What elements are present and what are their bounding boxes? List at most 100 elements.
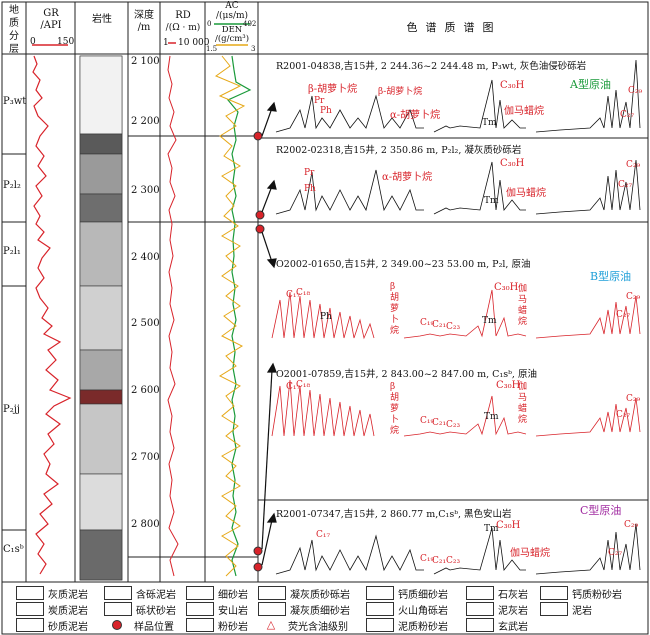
- legend-item: 石灰岩: [466, 585, 528, 601]
- legend-swatch: [186, 602, 214, 616]
- ac-header: AC/(μs/m): [215, 1, 249, 21]
- peak-ph-3: Ph: [320, 312, 332, 322]
- sample-dot-icon: [104, 619, 130, 631]
- rd-max: 10 000: [178, 38, 210, 48]
- legend-swatch: [258, 586, 286, 600]
- peak-c30h-4: C₃₀H: [496, 380, 521, 391]
- sample-title-5: R2001-07347,吉15井, 2 860.77 m,C₁sᵇ, 黑色安山岩: [276, 509, 512, 520]
- den-header: DEN/(g/cm³): [214, 25, 250, 44]
- legend-item: 凝灰质砂砾岩: [258, 585, 350, 601]
- gr-curve: [32, 55, 72, 575]
- legend-item: 安山岩: [186, 601, 248, 617]
- peak-c17-4: C₁₇: [286, 382, 301, 392]
- sample-title-2: R2002-02318,吉15井, 2 350.86 m, P₂l₂, 凝灰质砂…: [276, 145, 522, 156]
- legend-swatch: [186, 586, 214, 600]
- peak-beta-v-3: β胡萝卜烷: [390, 282, 400, 336]
- peak-c29-2: C₂₉: [626, 160, 641, 170]
- peak-c23-3: C₂₃: [446, 322, 461, 332]
- strat-label-3: P₂l₁: [3, 246, 21, 257]
- legend-swatch: [366, 618, 394, 632]
- peak-gam: 伽马蜡烷: [504, 106, 544, 117]
- legend-item: 火山角砾岩: [366, 601, 448, 617]
- legend-swatch: [466, 618, 494, 632]
- gr-header: GR/API: [40, 8, 62, 31]
- strat-label-2: P₂l₂: [3, 180, 21, 191]
- sample-title-3: O2002-01650,吉15井, 2 349.00~23 53.00 m, P…: [276, 259, 531, 270]
- rd-min: 1: [163, 38, 169, 48]
- peak-gam-2: 伽马蜡烷: [506, 188, 546, 199]
- type-label-a: A型原油: [570, 78, 611, 91]
- legend-item: 玄武岩: [466, 617, 528, 633]
- spectra: [271, 59, 641, 575]
- legend-item: 钙质粉砂岩: [540, 585, 622, 601]
- peak-pr-2: Pr: [304, 168, 315, 178]
- depth-tick: 2 300: [131, 185, 160, 196]
- ac-den-scales: [214, 23, 250, 46]
- legend-swatch: [258, 602, 286, 616]
- gr-max: 150: [57, 37, 75, 47]
- peak-c19-4: C₁₉: [420, 416, 435, 426]
- gr-min: 0: [30, 37, 36, 47]
- legend-swatch: [366, 586, 394, 600]
- peak-tm-5: Tm: [484, 524, 499, 534]
- legend-item: 钙质细砂岩: [366, 585, 448, 601]
- depth-tick: 2 700: [131, 452, 160, 463]
- peak-c27-2: C₂₇: [618, 180, 633, 190]
- legend-item: 砂质泥岩: [16, 617, 88, 633]
- strat-label-5: C₁sᵇ: [3, 544, 24, 555]
- peak-c27: C₂₇: [620, 110, 635, 120]
- depth-tick: 2 200: [131, 116, 160, 127]
- strat-label-1: P₃wt: [3, 96, 27, 107]
- peak-ph: Ph: [320, 106, 332, 116]
- peak-c17-5: C₁₇: [316, 530, 331, 540]
- legend-swatch: [104, 602, 132, 616]
- peak-alpha: α-胡萝卜烷: [390, 110, 441, 121]
- legend-item: 细砂岩: [186, 585, 248, 601]
- peak-c19-3: C₁₉: [420, 318, 435, 328]
- legend-swatch: [540, 586, 568, 600]
- type-label-b: B型原油: [590, 270, 632, 283]
- peak-c21-3: C₂₁: [432, 320, 447, 330]
- peak-c29: C₂₉: [628, 86, 643, 96]
- strat-label-4: P₂jj: [3, 404, 20, 415]
- legend-swatch: [466, 602, 494, 616]
- legend-swatch: [16, 586, 44, 600]
- legend-item: 泥质粉砂岩: [366, 617, 448, 633]
- legend-swatch: [104, 586, 132, 600]
- log-curves: [32, 55, 277, 581]
- peak-c27-3: C₂₇: [616, 310, 631, 320]
- den-min: 1.5: [206, 45, 218, 53]
- depth-tick: 2 100: [131, 56, 160, 67]
- lith-header: 岩性: [92, 14, 112, 25]
- peak-c23-4: C₂₃: [446, 420, 461, 430]
- legend-swatch: [540, 602, 568, 616]
- peak-alpha-2: α-胡萝卜烷: [382, 172, 433, 183]
- ac-max: 492: [243, 20, 257, 28]
- peak-beta-b: β-胡萝卜烷: [378, 87, 423, 97]
- peak-c29-5: C₂₉: [624, 520, 639, 530]
- legend-swatch: [16, 618, 44, 632]
- strat-header: 地质分层: [9, 5, 19, 55]
- peak-gam-v-4: 伽马蜡烷: [518, 382, 528, 425]
- peak-c23-5: C₂₃: [446, 556, 461, 566]
- rd-curve: [167, 55, 179, 577]
- peak-beta-v-4: β胡萝卜烷: [390, 382, 400, 436]
- spectrum-header: 色谱质谱图: [406, 21, 502, 34]
- legend-item: 凝灰质细砂岩: [258, 601, 350, 617]
- peak-c30h-2: C₃₀H: [500, 158, 525, 169]
- peak-c21-4: C₂₁: [432, 418, 447, 428]
- sample-title-1: R2001-04838,吉15井, 2 244.36~2 244.48 m, P…: [276, 61, 587, 72]
- peak-c18-3: C₁₈: [296, 288, 311, 298]
- peak-gam-v-3: 伽马蜡烷: [518, 284, 528, 327]
- legend-item: 粉砂岩: [186, 617, 248, 633]
- peak-tm-2: Tm: [484, 196, 499, 206]
- legend-swatch: [16, 602, 44, 616]
- peak-c29-3: C₂₉: [626, 292, 641, 302]
- legend-item: 样品位置: [104, 617, 174, 633]
- peak-pr: Pr: [314, 96, 325, 106]
- legend-swatch: [466, 586, 494, 600]
- legend-swatch: [186, 618, 214, 632]
- rd-header: RD/(Ω · m): [165, 10, 201, 33]
